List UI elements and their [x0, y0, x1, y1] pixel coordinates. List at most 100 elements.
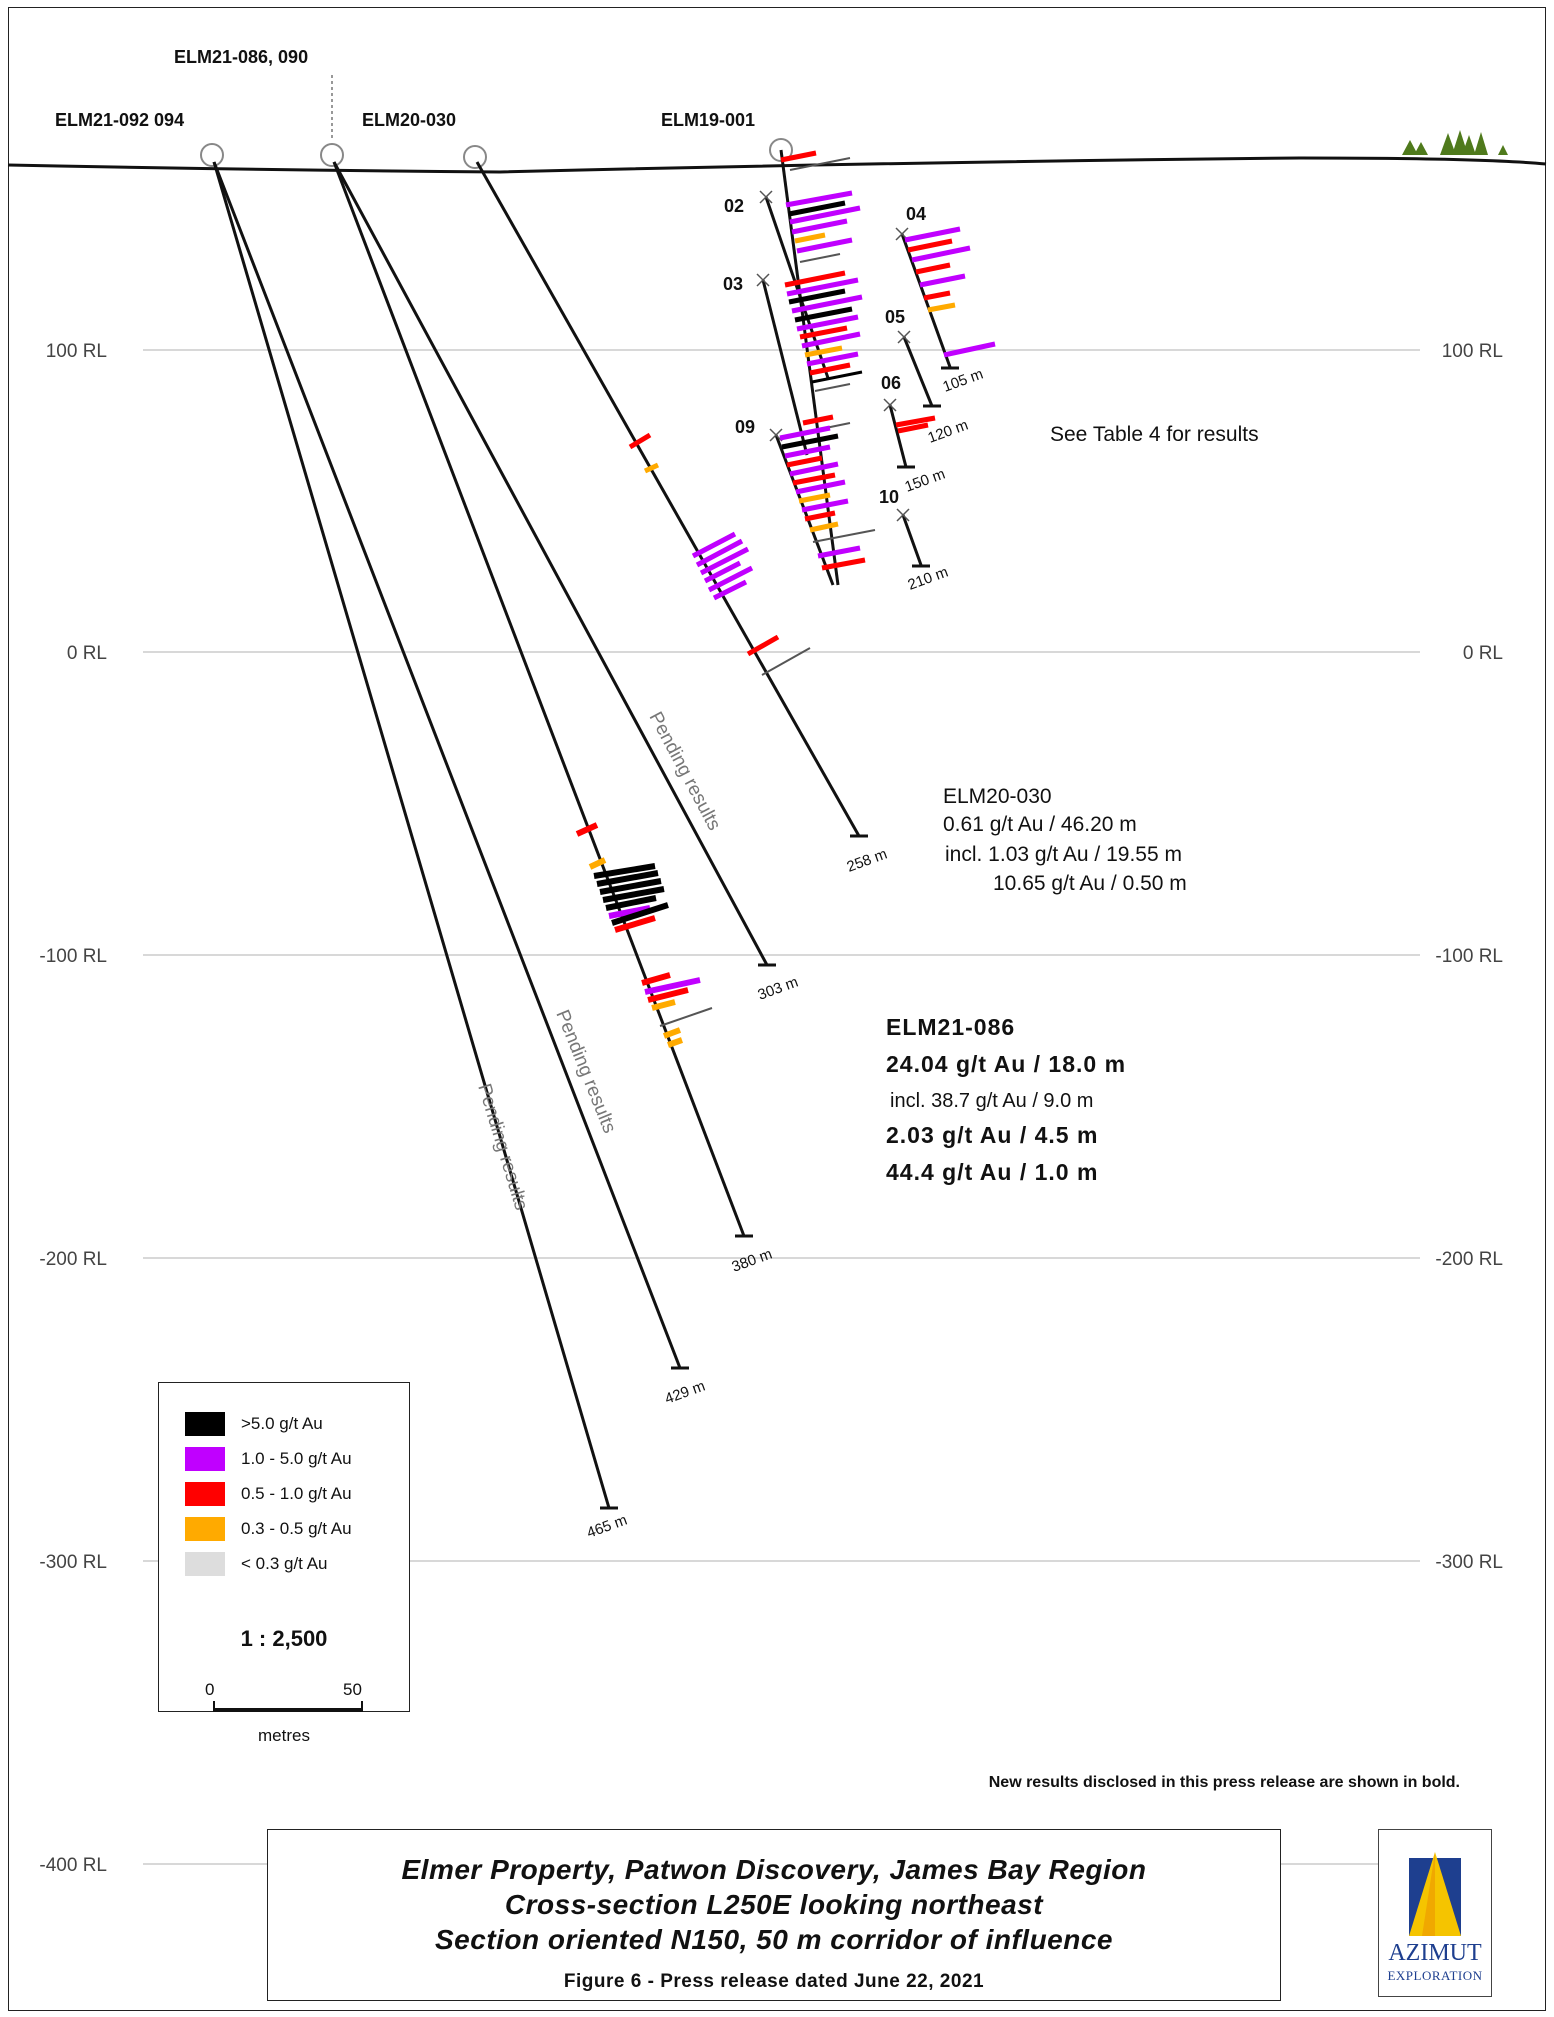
legend-swatch: [185, 1447, 225, 1471]
figure-caption: Figure 6 - Press release dated June 22, …: [563, 1971, 985, 1992]
trace-06: [888, 404, 908, 468]
depth-label: 258 m: [845, 846, 890, 876]
table-note: See Table 4 for results: [1050, 423, 1259, 446]
rl-label: -200 RL: [39, 1249, 107, 1270]
legend-label: < 0.3 g/t Au: [241, 1554, 328, 1573]
scale-unit-label: metres: [258, 1726, 310, 1745]
hole-number-05: 05: [885, 307, 905, 327]
legend: >5.0 g/t Au 1.0 - 5.0 g/t Au 0.5 - 1.0 g…: [158, 1382, 410, 1745]
trace-03: [761, 279, 809, 456]
legend-item: < 0.3 g/t Au: [185, 1551, 328, 1577]
legend-item: 1.0 - 5.0 g/t Au: [185, 1446, 352, 1472]
title-box: Elmer Property, Patwon Discovery, James …: [267, 1829, 1281, 2001]
hole-label-elm20-030: ELM20-030: [362, 110, 456, 130]
rl-label: 0 RL: [1463, 643, 1503, 664]
title-line: Section oriented N150, 50 m corridor of …: [435, 1924, 1113, 1955]
scale-ratio: 1 : 2,500: [240, 1626, 328, 1651]
hole-end-caps: [600, 366, 959, 1510]
hole-number-10: 10: [879, 487, 899, 507]
hole-number-02: 02: [724, 196, 744, 216]
rl-label: 0 RL: [67, 643, 107, 664]
hole-number-06: 06: [881, 373, 901, 393]
trace-elm21-092: [212, 161, 611, 1509]
rl-label: -400 RL: [39, 1855, 107, 1876]
result-line: incl. 1.03 g/t Au / 19.55 m: [945, 843, 1182, 866]
azimut-logo: AZIMUT EXPLORATION: [1378, 1829, 1492, 1997]
legend-item: >5.0 g/t Au: [185, 1411, 323, 1437]
azimut-logo-icon: [1409, 1852, 1461, 1936]
tree-icons: [1402, 130, 1508, 155]
ground-surface: [7, 156, 1547, 174]
rl-label: -300 RL: [1435, 1552, 1503, 1573]
trace-04: [900, 233, 952, 368]
assay-intervals-elm20-030: [628, 432, 811, 676]
logo-name: AZIMUT: [1388, 1940, 1482, 1966]
legend-item: 0.3 - 0.5 g/t Au: [185, 1516, 352, 1542]
depth-label: 429 m: [663, 1378, 708, 1408]
rl-label: 100 RL: [46, 341, 107, 362]
result-title: ELM20-030: [943, 785, 1052, 808]
result-line: 44.4 g/t Au / 1.0 m: [886, 1159, 1098, 1185]
trace-02: [764, 196, 830, 379]
legend-label: 0.5 - 1.0 g/t Au: [241, 1484, 352, 1503]
pending-results-label: Pending results: [551, 1007, 620, 1136]
trace-elm20-030: [475, 161, 861, 837]
result-line: 0.61 g/t Au / 46.20 m: [943, 813, 1137, 836]
assay-intervals-elm21-086: [575, 822, 713, 1048]
trace-elm21-090: [332, 161, 769, 966]
scale-tick: [213, 1701, 215, 1712]
trace-05: [902, 336, 934, 407]
rl-label: -100 RL: [39, 946, 107, 967]
elm21-086-results: ELM21-086 24.04 g/t Au / 18.0 m incl. 38…: [886, 1014, 1126, 1185]
result-line: 10.65 g/t Au / 0.50 m: [993, 872, 1187, 895]
title-line: Elmer Property, Patwon Discovery, James …: [401, 1854, 1147, 1885]
depth-label: 303 m: [756, 974, 801, 1004]
trace-elm21-094: [212, 161, 682, 1369]
depth-label: 380 m: [730, 1246, 775, 1276]
depth-label: 465 m: [585, 1512, 630, 1542]
depth-label: 105 m: [941, 366, 986, 396]
new-results-note: New results disclosed in this press rele…: [988, 1774, 1460, 1791]
trace-10: [901, 514, 923, 566]
legend-swatch: [185, 1517, 225, 1541]
rl-label: -300 RL: [39, 1552, 107, 1573]
rl-label: -100 RL: [1435, 946, 1503, 967]
rl-label: 100 RL: [1442, 341, 1503, 362]
legend-label: 0.3 - 0.5 g/t Au: [241, 1519, 352, 1538]
figure-frame: [8, 7, 1546, 2011]
depth-label: 210 m: [906, 564, 951, 594]
hole-number-03: 03: [723, 274, 743, 294]
hole-number-09: 09: [735, 417, 755, 437]
elevation-labels-right: 100 RL 0 RL -100 RL -200 RL -300 RL: [1435, 341, 1503, 1573]
legend-swatch: [185, 1412, 225, 1436]
scale-end-label: 50: [343, 1680, 362, 1699]
pending-results-label: Pending results: [473, 1081, 531, 1212]
result-title: ELM21-086: [886, 1014, 1015, 1040]
hole-number-04: 04: [906, 204, 926, 224]
depth-label: 150 m: [903, 466, 948, 496]
scale-bar: [213, 1708, 363, 1712]
result-line: incl. 38.7 g/t Au / 9.0 m: [890, 1090, 1093, 1112]
elevation-labels-left: 100 RL 0 RL -100 RL -200 RL -300 RL -400…: [39, 341, 107, 1876]
hole-label-elm21-092-094: ELM21-092 094: [55, 110, 184, 130]
hole-label-elm19-001: ELM19-001: [661, 110, 755, 130]
title-line: Cross-section L250E looking northeast: [504, 1889, 1044, 1920]
legend-swatch: [185, 1482, 225, 1506]
legend-label: >5.0 g/t Au: [241, 1414, 323, 1433]
scale-tick: [361, 1701, 363, 1712]
hole-label-elm21-086-090: ELM21-086, 090: [174, 47, 308, 67]
trace-elm21-086: [332, 161, 746, 1237]
collar-markers: [200, 138, 793, 169]
depth-label: 120 m: [926, 417, 971, 447]
result-line: 2.03 g/t Au / 4.5 m: [886, 1122, 1098, 1148]
logo-subtitle: EXPLORATION: [1387, 1968, 1483, 1983]
elm20-030-results: ELM20-030 0.61 g/t Au / 46.20 m incl. 1.…: [943, 785, 1187, 895]
scale-start-label: 0: [205, 1680, 215, 1699]
legend-swatch: [185, 1552, 225, 1576]
result-line: 24.04 g/t Au / 18.0 m: [886, 1051, 1126, 1077]
assay-intervals-upper: [779, 150, 996, 571]
legend-item: 0.5 - 1.0 g/t Au: [185, 1481, 352, 1507]
legend-label: 1.0 - 5.0 g/t Au: [241, 1449, 352, 1468]
rl-label: -200 RL: [1435, 1249, 1503, 1270]
